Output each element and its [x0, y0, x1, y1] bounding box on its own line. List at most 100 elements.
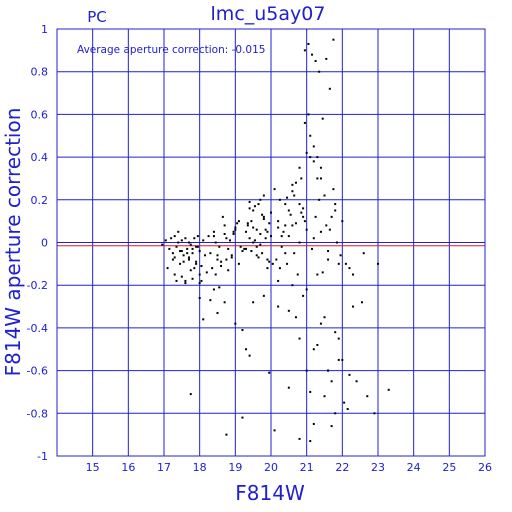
- data-point: [202, 318, 205, 321]
- data-point: [218, 286, 221, 289]
- data-point: [312, 348, 315, 351]
- data-point: [271, 262, 274, 265]
- data-point: [216, 311, 219, 314]
- data-point: [278, 198, 281, 201]
- data-point: [287, 209, 290, 212]
- data-point: [173, 235, 176, 238]
- data-point: [257, 256, 260, 259]
- data-point: [170, 237, 173, 240]
- x-tick-labels: 15 16 17 18 19 20 21 22 23 24 25 26: [86, 461, 492, 474]
- data-point: [332, 188, 335, 191]
- data-point: [250, 250, 253, 253]
- data-point: [248, 200, 251, 203]
- data-point: [189, 269, 192, 272]
- data-point: [314, 215, 317, 218]
- data-point: [198, 273, 201, 276]
- data-point: [255, 254, 258, 257]
- data-point: [187, 258, 190, 261]
- data-point: [287, 309, 290, 312]
- data-point: [277, 226, 280, 229]
- data-point: [346, 408, 349, 411]
- data-point: [307, 42, 310, 45]
- data-point: [286, 196, 289, 199]
- data-point: [261, 213, 264, 216]
- data-point: [248, 354, 251, 357]
- x-tick-label: 18: [193, 461, 207, 474]
- data-point: [198, 297, 201, 300]
- data-point: [216, 254, 219, 257]
- data-point: [216, 258, 219, 261]
- y-tick-label: -0.4: [27, 322, 48, 335]
- data-point: [173, 256, 176, 259]
- data-point: [284, 203, 287, 206]
- data-point: [184, 282, 187, 285]
- data-point: [268, 260, 271, 263]
- x-tick-label: 22: [335, 461, 349, 474]
- data-point: [228, 239, 231, 242]
- data-point: [223, 224, 226, 227]
- data-point: [302, 294, 305, 297]
- y-tick-label: -0.8: [27, 407, 48, 420]
- data-point: [234, 226, 237, 229]
- data-point: [323, 395, 326, 398]
- data-point: [309, 156, 312, 159]
- data-point: [282, 230, 285, 233]
- data-point: [316, 273, 319, 276]
- data-point: [337, 337, 340, 340]
- data-point: [337, 262, 340, 265]
- data-point: [319, 166, 322, 169]
- data-point: [246, 224, 249, 227]
- y-tick-label: 1: [41, 23, 48, 36]
- data-point: [252, 301, 255, 304]
- data-point: [214, 273, 217, 276]
- data-point: [171, 252, 174, 255]
- data-point: [268, 371, 271, 374]
- data-point: [234, 322, 237, 325]
- data-point: [212, 230, 215, 233]
- data-point: [253, 239, 256, 242]
- data-point: [303, 220, 306, 223]
- data-point: [182, 254, 185, 257]
- data-point: [316, 343, 319, 346]
- data-point: [227, 269, 230, 272]
- data-point: [377, 262, 379, 265]
- data-point: [186, 252, 189, 255]
- data-point: [352, 273, 355, 276]
- data-point: [318, 70, 321, 73]
- data-point: [334, 331, 337, 334]
- data-point: [327, 258, 330, 261]
- x-tick-label: 25: [442, 461, 456, 474]
- data-point: [243, 247, 246, 250]
- data-point: [175, 279, 178, 282]
- data-point: [193, 237, 196, 240]
- data-point: [291, 284, 294, 287]
- data-point: [259, 232, 262, 235]
- data-point: [252, 226, 255, 229]
- data-point: [259, 243, 262, 246]
- data-point: [223, 301, 226, 304]
- data-point: [171, 258, 174, 261]
- data-point: [291, 190, 294, 193]
- data-point: [303, 121, 306, 124]
- data-point: [264, 228, 267, 231]
- data-point: [207, 235, 210, 238]
- data-point: [191, 247, 194, 250]
- data-point: [330, 380, 333, 383]
- data-point: [286, 262, 289, 265]
- data-point: [312, 160, 315, 163]
- x-tick-label: 16: [121, 461, 135, 474]
- data-point: [387, 388, 390, 391]
- data-point: [218, 245, 221, 248]
- data-point: [191, 277, 194, 280]
- data-point: [166, 267, 169, 270]
- data-point: [328, 228, 331, 231]
- data-point: [225, 237, 228, 240]
- data-point: [264, 237, 267, 240]
- x-tick-label: 20: [264, 461, 278, 474]
- data-point: [362, 252, 365, 255]
- data-point: [300, 177, 303, 180]
- data-point: [278, 267, 281, 270]
- data-point: [262, 194, 265, 197]
- data-point: [266, 258, 269, 261]
- data-point: [195, 260, 198, 263]
